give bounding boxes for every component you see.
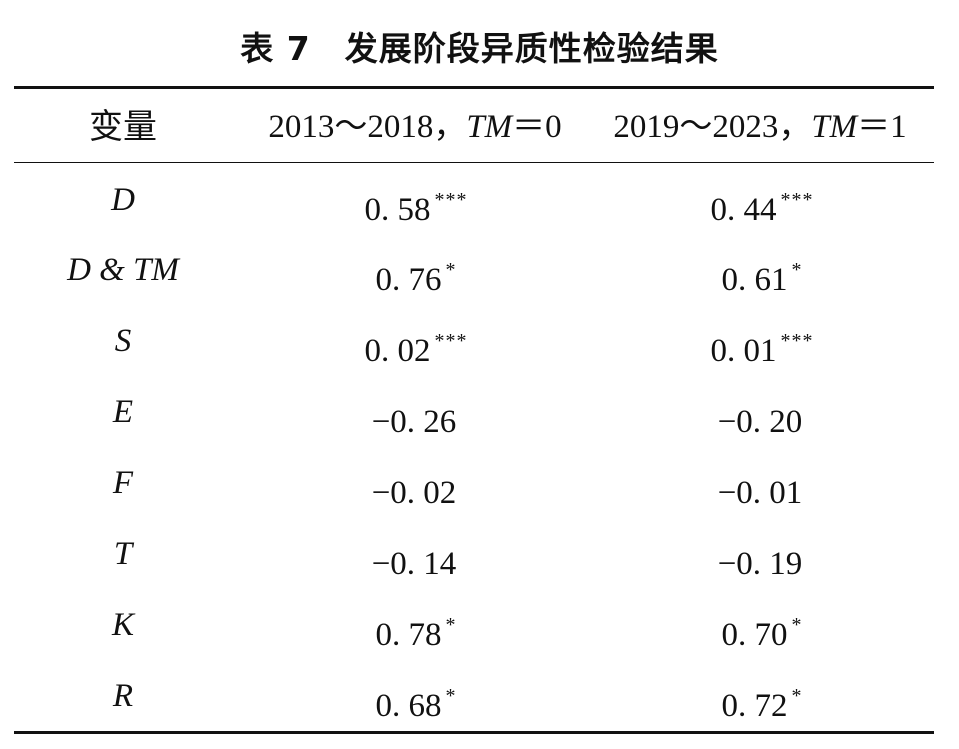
significance-mark: * <box>791 685 803 707</box>
top-rule <box>14 86 934 89</box>
table-row: R 0. 68 * 0. 72 * <box>14 661 934 731</box>
header-period-2013-2018: 2013～2018，TM＝0 <box>245 98 585 156</box>
table-row: F −0. 02 −0. 01 <box>14 448 934 518</box>
header-variable: 变量 <box>89 107 157 147</box>
row-variable: D <box>111 182 135 218</box>
significance-mark: * <box>791 259 803 281</box>
row-variable: E <box>112 394 134 430</box>
coef-2019-2023: 0. 70 * <box>592 590 932 660</box>
header-col1-eq: ＝0 <box>512 109 562 145</box>
header-col1-var: TM <box>466 109 513 145</box>
significance-mark: *** <box>434 330 468 352</box>
coef-2019-2023: −0. 20 <box>592 377 932 447</box>
bottom-rule <box>14 731 934 734</box>
table-row: D 0. 58 *** 0. 44 *** <box>14 165 934 235</box>
row-variable: K <box>111 607 134 643</box>
header-period-2019-2023: 2019～2023，TM＝1 <box>590 98 930 156</box>
coef-value: 0. 68 <box>375 688 442 724</box>
coef-value: 0. 44 <box>710 192 777 228</box>
row-variable: T <box>113 536 133 572</box>
coef-value: 0. 70 <box>721 617 788 653</box>
coef-2019-2023: 0. 61 * <box>592 235 932 305</box>
coef-2013-2018: 0. 78 * <box>246 590 586 660</box>
table-row: S 0. 02 *** 0. 01 *** <box>14 306 934 376</box>
coef-value: 0. 61 <box>721 262 788 298</box>
significance-mark: * <box>445 259 457 281</box>
coef-value: 0. 58 <box>364 192 431 228</box>
table-row: T −0. 14 −0. 19 <box>14 519 934 589</box>
coef-2019-2023: 0. 44 *** <box>592 165 932 235</box>
coef-2019-2023: 0. 72 * <box>592 661 932 731</box>
coef-2013-2018: 0. 76 * <box>246 235 586 305</box>
significance-mark: *** <box>780 330 814 352</box>
row-variable: F <box>112 465 134 501</box>
header-col2-var: TM <box>811 109 858 145</box>
coef-value: 0. 02 <box>364 333 431 369</box>
coef-value: −0. 20 <box>717 404 803 440</box>
coef-2019-2023: −0. 01 <box>592 448 932 518</box>
table-title: 表 7 发展阶段异质性检验结果 <box>240 29 719 68</box>
row-variable: D & TM <box>67 252 179 288</box>
row-variable: R <box>112 678 134 714</box>
coef-2013-2018: −0. 26 <box>246 377 586 447</box>
row-variable: S <box>114 323 132 359</box>
coef-2013-2018: 0. 68 * <box>246 661 586 731</box>
header-rule <box>14 162 934 163</box>
coef-value: 0. 78 <box>375 617 442 653</box>
coef-value: 0. 72 <box>721 688 788 724</box>
coef-2013-2018: 0. 58 *** <box>246 165 586 235</box>
coef-value: −0. 14 <box>371 546 457 582</box>
coef-value: 0. 76 <box>375 262 442 298</box>
table-row: D & TM 0. 76 * 0. 61 * <box>14 235 934 305</box>
coef-2019-2023: 0. 01 *** <box>592 306 932 376</box>
coef-2013-2018: −0. 02 <box>246 448 586 518</box>
header-col2-eq: ＝1 <box>857 109 907 145</box>
coef-2019-2023: −0. 19 <box>592 519 932 589</box>
coef-2013-2018: −0. 14 <box>246 519 586 589</box>
table-row: K 0. 78 * 0. 70 * <box>14 590 934 660</box>
significance-mark: *** <box>434 189 468 211</box>
header-col2-range: 2019～2023， <box>613 109 812 145</box>
table-row: E −0. 26 −0. 20 <box>14 377 934 447</box>
coef-value: −0. 01 <box>717 475 803 511</box>
coef-2013-2018: 0. 02 *** <box>246 306 586 376</box>
coef-value: −0. 19 <box>717 546 803 582</box>
coef-value: 0. 01 <box>710 333 777 369</box>
significance-mark: *** <box>780 189 814 211</box>
coef-value: −0. 02 <box>371 475 457 511</box>
significance-mark: * <box>445 685 457 707</box>
significance-mark: * <box>445 614 457 636</box>
header-col1-range: 2013～2018， <box>268 109 467 145</box>
coef-value: −0. 26 <box>371 404 457 440</box>
significance-mark: * <box>791 614 803 636</box>
